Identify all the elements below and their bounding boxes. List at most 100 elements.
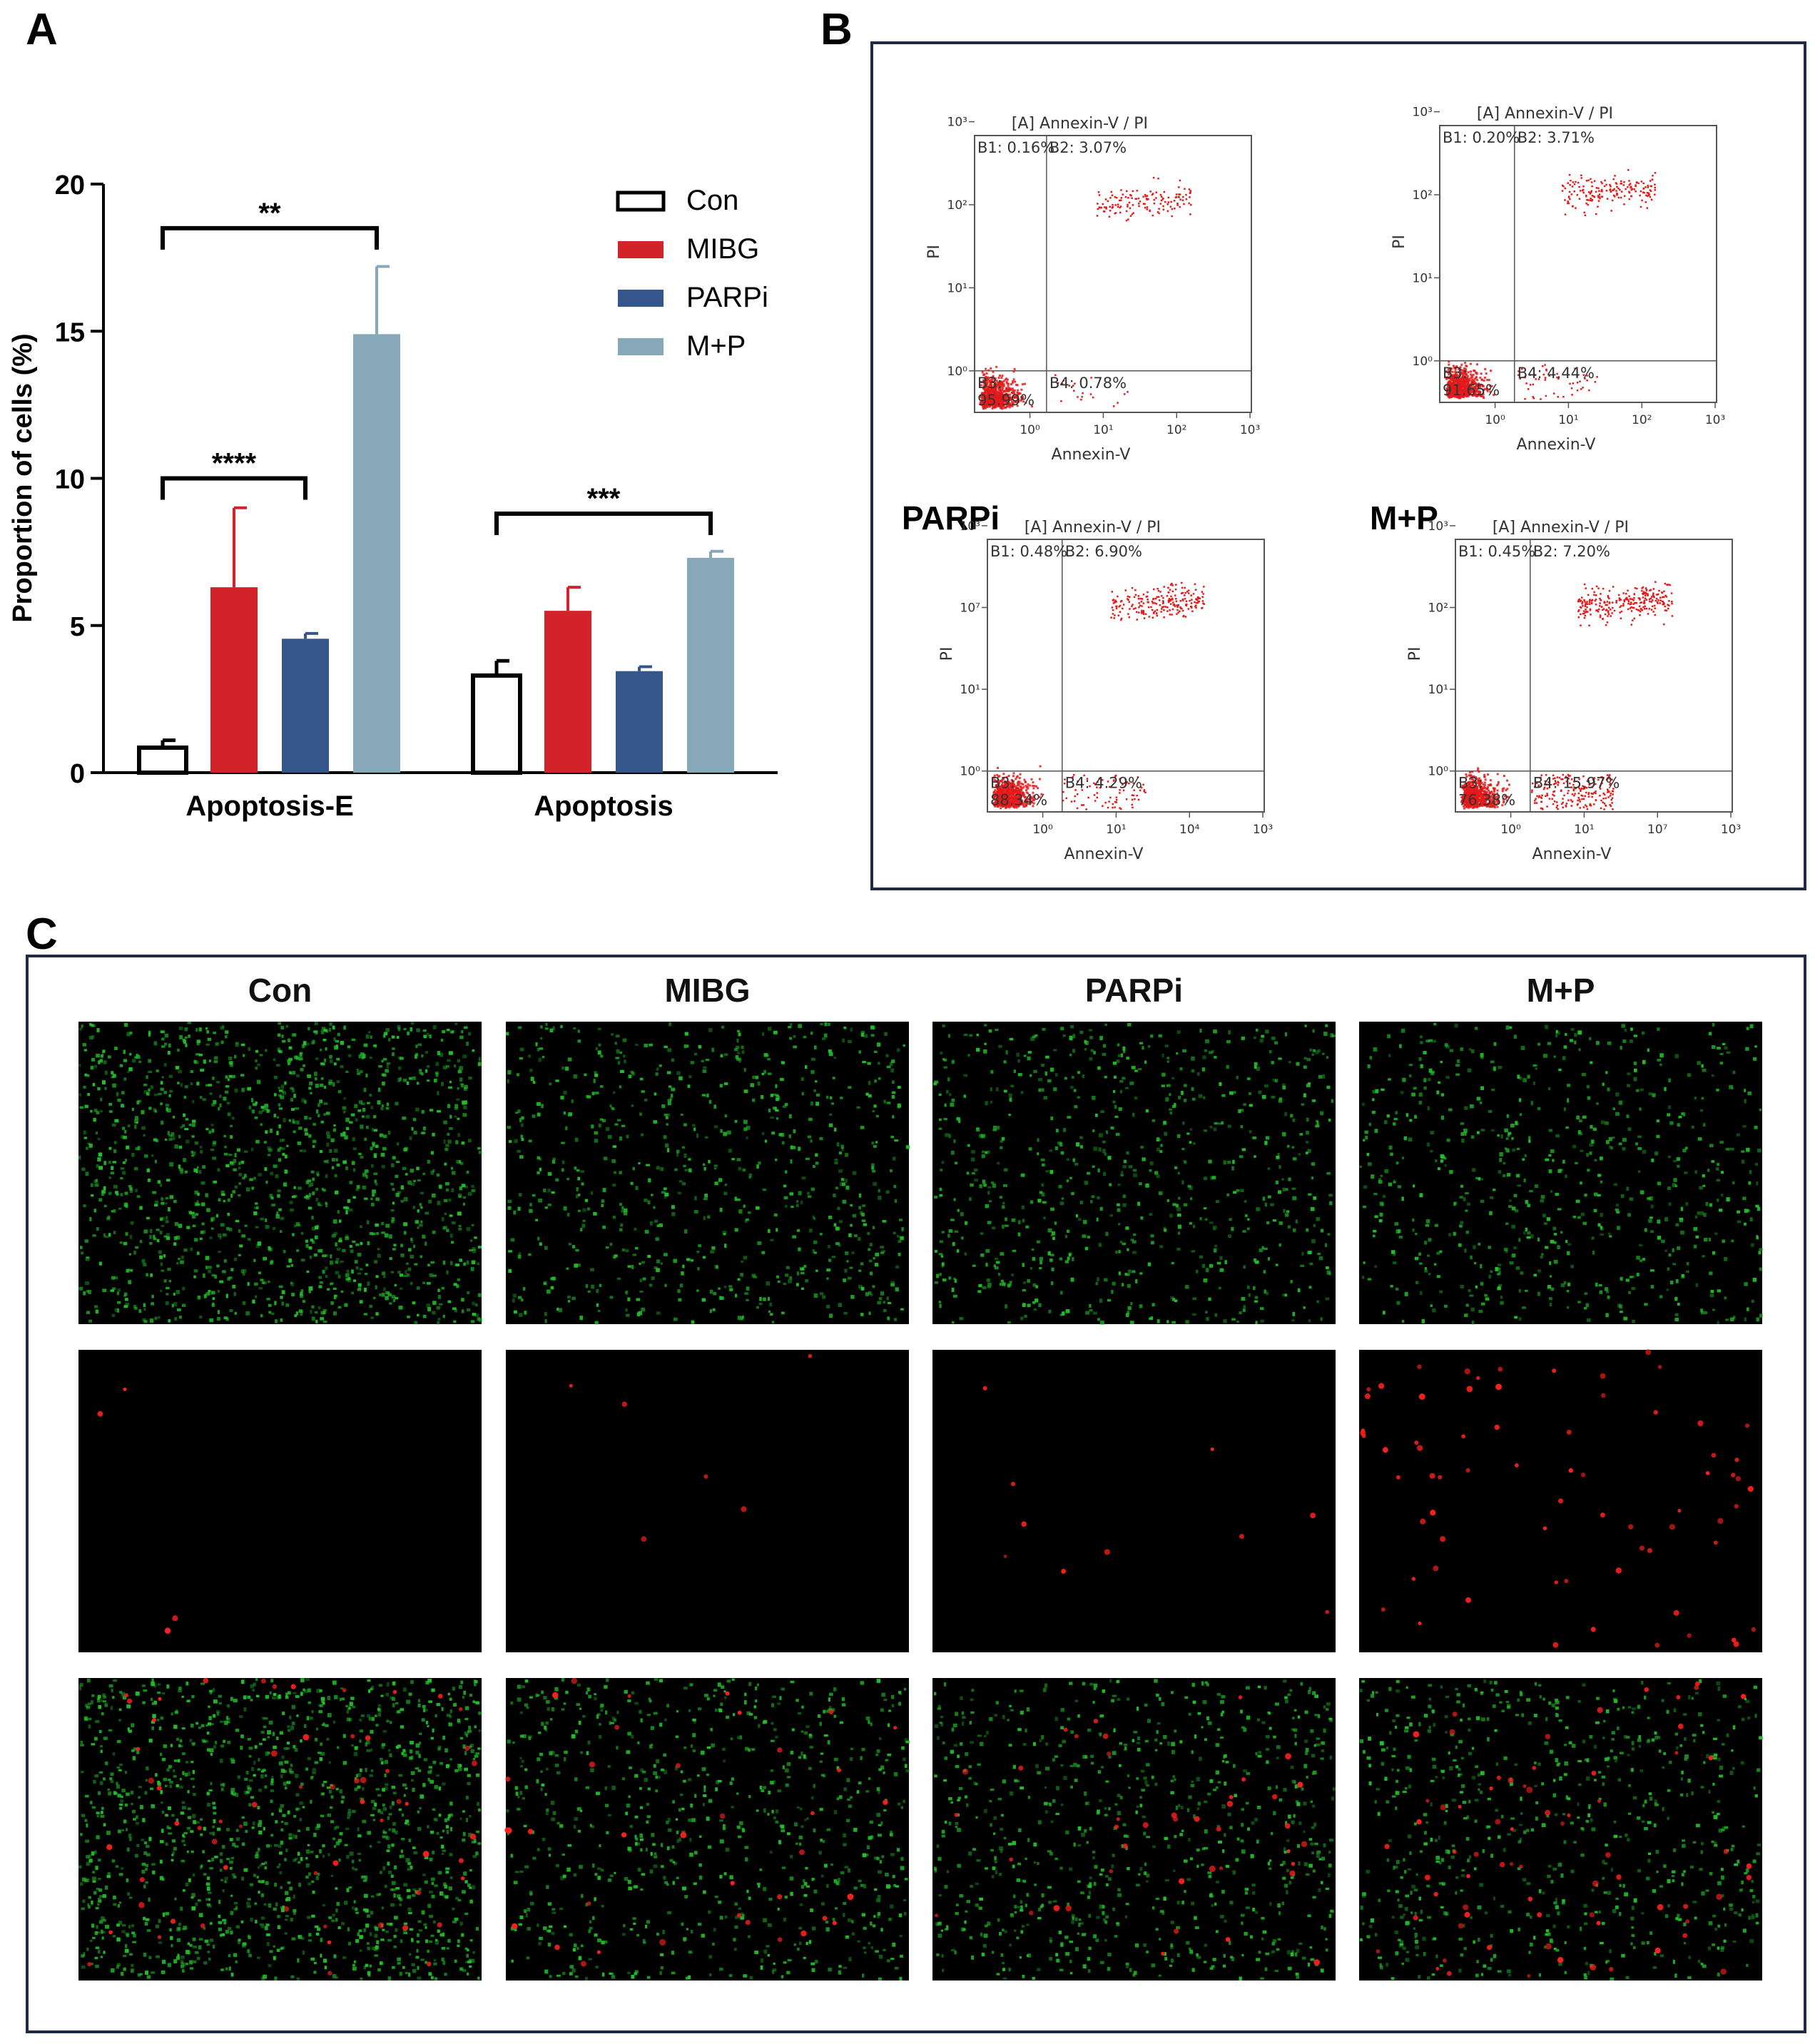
- green-cell: [93, 1209, 97, 1213]
- green-cell: [195, 1027, 198, 1032]
- green-cell: [141, 1110, 145, 1114]
- event-dot: [1009, 403, 1012, 406]
- green-cell: [253, 1211, 258, 1216]
- event-dot: [1610, 210, 1612, 212]
- event-dot: [1112, 806, 1114, 809]
- green-cell: [403, 1148, 407, 1152]
- event-dot: [998, 386, 1001, 389]
- event-dot: [1635, 608, 1638, 611]
- event-dot: [1074, 382, 1076, 385]
- event-dot: [1595, 604, 1597, 606]
- event-dot: [1061, 382, 1064, 385]
- event-dot: [1448, 394, 1450, 397]
- green-cell: [439, 1052, 444, 1057]
- event-dot: [1472, 386, 1475, 389]
- x-tick-label: 10⁰: [1032, 823, 1053, 837]
- event-dot: [1639, 614, 1641, 616]
- event-dot: [1604, 601, 1606, 604]
- event-dot: [1178, 193, 1180, 195]
- event-dot: [1540, 796, 1542, 798]
- green-cell: [234, 1054, 237, 1059]
- event-dot: [1461, 375, 1464, 378]
- event-dot: [1587, 792, 1590, 794]
- event-dot: [1622, 184, 1625, 186]
- event-dot: [1452, 374, 1455, 377]
- green-cell: [435, 1062, 439, 1067]
- event-dot: [1177, 604, 1180, 606]
- green-cell: [290, 1097, 294, 1102]
- event-dot: [1098, 194, 1101, 196]
- event-dot: [1600, 599, 1602, 601]
- green-cell: [123, 1049, 126, 1054]
- green-cell: [435, 1072, 439, 1077]
- event-dot: [1025, 402, 1027, 405]
- green-cell: [311, 1316, 315, 1321]
- event-dot: [1458, 390, 1461, 392]
- event-dot: [1534, 799, 1536, 802]
- green-cell: [205, 1193, 209, 1198]
- event-dot: [1582, 798, 1585, 800]
- green-cell: [282, 1091, 286, 1095]
- event-dot: [1024, 781, 1027, 783]
- y-tick-label: 10¹: [1428, 683, 1448, 697]
- green-cell: [92, 1082, 96, 1087]
- event-dot: [987, 369, 990, 372]
- event-dot: [1174, 208, 1176, 210]
- event-dot: [990, 378, 993, 381]
- event-dot: [1475, 385, 1478, 388]
- green-cell: [445, 1065, 450, 1068]
- green-cell: [192, 1224, 196, 1228]
- green-cell: [426, 1303, 431, 1308]
- green-cell: [85, 1256, 90, 1261]
- green-cell: [271, 1204, 276, 1206]
- green-cell: [474, 1236, 477, 1239]
- event-dot: [1667, 584, 1669, 586]
- green-cell: [213, 1056, 218, 1060]
- event-dot: [1581, 596, 1583, 599]
- event-dot: [1120, 197, 1123, 199]
- event-dot: [1176, 604, 1178, 606]
- event-dot: [1593, 180, 1596, 183]
- green-cell: [130, 1221, 134, 1225]
- green-cell: [308, 1286, 313, 1291]
- event-dot: [995, 396, 997, 399]
- green-cell: [293, 1094, 296, 1098]
- green-cell: [318, 1285, 322, 1288]
- event-dot: [1612, 793, 1614, 795]
- event-dot: [1567, 202, 1569, 205]
- event-dot: [1536, 795, 1538, 798]
- event-dot: [1602, 801, 1604, 803]
- event-dot: [999, 383, 1002, 386]
- event-dot: [1600, 606, 1603, 608]
- event-dot: [1189, 196, 1191, 198]
- event-dot: [1077, 396, 1079, 398]
- event-dot: [1496, 773, 1499, 776]
- green-cell: [466, 1042, 469, 1046]
- green-cell: [143, 1229, 148, 1234]
- event-dot: [1163, 616, 1165, 619]
- green-cell: [350, 1113, 355, 1117]
- green-cell: [286, 1265, 290, 1268]
- green-cell: [150, 1085, 154, 1089]
- event-dot: [1017, 392, 1020, 395]
- event-dot: [1587, 191, 1590, 193]
- event-dot: [1458, 383, 1460, 386]
- green-cell: [190, 1247, 193, 1251]
- event-dot: [1604, 179, 1606, 182]
- green-cell: [310, 1092, 312, 1094]
- event-dot: [998, 392, 1001, 395]
- event-dot: [1132, 608, 1135, 610]
- green-cell: [317, 1306, 321, 1310]
- green-cell: [171, 1137, 176, 1140]
- event-dot: [1644, 605, 1646, 608]
- green-cell: [408, 1077, 412, 1080]
- event-dot: [1169, 603, 1172, 605]
- flow-group-label: PARPi: [902, 499, 1000, 537]
- green-cell: [218, 1251, 221, 1254]
- event-dot: [1612, 808, 1614, 810]
- event-dot: [1461, 393, 1464, 396]
- event-dot: [1476, 379, 1479, 382]
- green-cell: [336, 1057, 340, 1061]
- green-cell: [333, 1149, 338, 1153]
- event-dot: [1590, 191, 1592, 194]
